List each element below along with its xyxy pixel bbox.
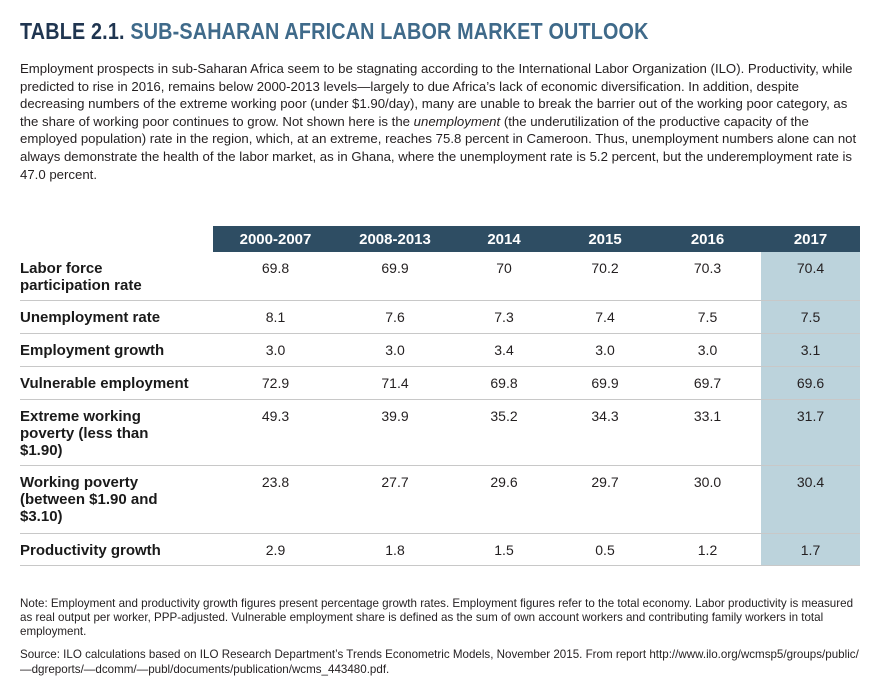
table-row: Extreme working poverty (less than $1.90… <box>20 399 860 466</box>
column-header: 2017 <box>761 226 860 252</box>
intro: Employment prospects in sub-Saharan Afri… <box>20 60 866 183</box>
cell: 3.0 <box>654 333 761 367</box>
cell: 70.3 <box>654 252 761 301</box>
table-row: Working poverty (between $1.90 and $3.10… <box>20 465 860 534</box>
row-label: Productivity growth <box>20 533 213 566</box>
cell: 69.9 <box>338 252 452 301</box>
cell: 35.2 <box>452 399 556 466</box>
cell: 70.2 <box>556 252 654 301</box>
intro-text: (the underutilization of the productive … <box>20 113 857 182</box>
table-title: SUB-SAHARAN AFRICAN LABOR MARKET OUTLOOK <box>130 18 649 44</box>
title: TABLE 2.1. SUB-SAHARAN AFRICAN LABOR MAR… <box>20 18 649 45</box>
column-header: 2014 <box>452 226 556 252</box>
row-label: Working poverty (between $1.90 and $3.10… <box>20 465 213 534</box>
header-row: 2000-2007 2008-2013 2014 2015 2016 2017 <box>20 226 860 252</box>
cell: 70 <box>452 252 556 301</box>
column-header: 2008-2013 <box>338 226 452 252</box>
cell: 70.4 <box>761 252 860 301</box>
table-body: Labor force participation rate 69.8 69.9 70… <box>20 252 860 566</box>
cell: 1.2 <box>654 533 761 566</box>
cell: 3.4 <box>452 333 556 367</box>
cell: 33.1 <box>654 399 761 466</box>
table-row: Unemployment rate 8.1 7.6 7.3 7.4 7.5 7.5 <box>20 300 860 334</box>
table-row: Employment growth 3.0 3.0 3.4 3.0 3.0 3.1 <box>20 333 860 367</box>
table-row: Productivity growth 2.9 1.8 1.5 0.5 1.2 1.7 <box>20 533 860 566</box>
row-label: Employment growth <box>20 333 213 367</box>
cell: 30.4 <box>761 465 860 534</box>
cell: 69.6 <box>761 366 860 400</box>
cell: 0.5 <box>556 533 654 566</box>
row-label: Labor force participation rate <box>20 252 213 301</box>
cell: 7.5 <box>654 300 761 334</box>
cell: 7.6 <box>338 300 452 334</box>
data-table: 2000-2007 2008-2013 2014 2015 2016 2017 Labor… <box>20 226 860 566</box>
cell: 7.5 <box>761 300 860 334</box>
column-header: 2016 <box>654 226 761 252</box>
cell: 2.9 <box>213 533 338 566</box>
intro-emphasis: unemployment <box>413 113 501 129</box>
cell: 30.0 <box>654 465 761 534</box>
cell: 72.9 <box>213 366 338 400</box>
blank-header <box>20 226 213 252</box>
column-header: 2015 <box>556 226 654 252</box>
cell: 69.8 <box>452 366 556 400</box>
cell: 69.7 <box>654 366 761 400</box>
cell: 69.9 <box>556 366 654 400</box>
table-row: Vulnerable employment 72.9 71.4 69.8 69.9 69.… <box>20 366 860 400</box>
cell: 1.5 <box>452 533 556 566</box>
cell: 3.1 <box>761 333 860 367</box>
cell: 7.4 <box>556 300 654 334</box>
intro-text: Employment prospects in sub-Saharan Afri… <box>20 61 853 129</box>
cell: 3.0 <box>556 333 654 367</box>
cell: 69.8 <box>213 252 338 301</box>
table-label: TABLE 2.1. <box>20 18 125 44</box>
cell: 7.3 <box>452 300 556 334</box>
cell: 29.7 <box>556 465 654 534</box>
row-label: Vulnerable employment <box>20 366 213 400</box>
source: Source: ILO calculations based on ILO Re… <box>20 648 859 676</box>
cell: 3.0 <box>213 333 338 367</box>
cell: 8.1 <box>213 300 338 334</box>
table-row: Labor force participation rate 69.8 69.9 70… <box>20 252 860 301</box>
cell: 3.0 <box>338 333 452 367</box>
cell: 49.3 <box>213 399 338 466</box>
cell: 31.7 <box>761 399 860 466</box>
cell: 1.7 <box>761 533 860 566</box>
cell: 34.3 <box>556 399 654 466</box>
cell: 1.8 <box>338 533 452 566</box>
column-header: 2000-2007 <box>213 226 338 252</box>
cell: 27.7 <box>338 465 452 534</box>
cell: 39.9 <box>338 399 452 466</box>
cell: 23.8 <box>213 465 338 534</box>
note: Note: Employment and productivity growth… <box>20 597 854 638</box>
row-label: Extreme working poverty (less than $1.90… <box>20 399 213 466</box>
cell: 29.6 <box>452 465 556 534</box>
row-label: Unemployment rate <box>20 300 213 334</box>
cell: 71.4 <box>338 366 452 400</box>
